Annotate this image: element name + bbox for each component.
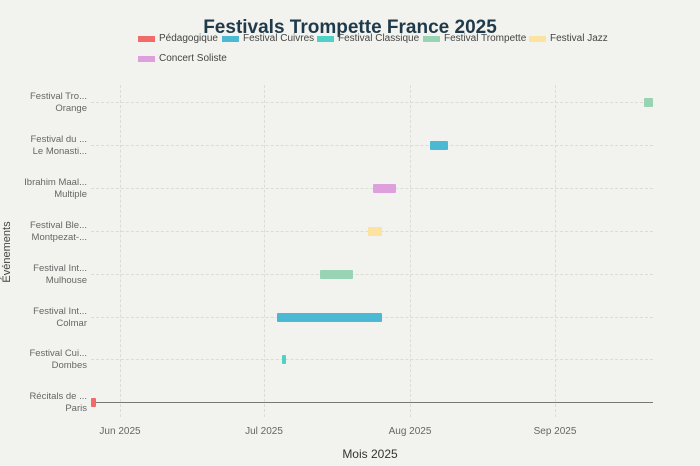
gridline-row [91, 359, 653, 360]
legend-item-pedagogique[interactable]: Pédagogique [138, 33, 218, 44]
x-tick-jul: Jul 2025 [245, 426, 283, 437]
x-tick-jun: Jun 2025 [99, 426, 141, 437]
bar-multiple[interactable] [373, 184, 396, 193]
bar-montpezat[interactable] [368, 227, 382, 236]
bar-orange[interactable] [644, 98, 653, 107]
gridline-jun [120, 85, 121, 417]
y-tick-multiple: Ibrahim Maal... Multiple [24, 177, 87, 200]
bar-paris[interactable] [91, 398, 96, 407]
bar-dombes[interactable] [282, 355, 286, 364]
y-tick-monastir: Festival du ... Le Monasti... [30, 134, 88, 157]
y-tick-mulhouse: Festival Int... Mulhouse [33, 263, 87, 286]
x-axis-line [91, 402, 653, 403]
y-tick-paris: Récitals de ... Paris [29, 391, 87, 414]
bar-mulhouse[interactable] [320, 270, 353, 279]
legend-label: Festival Trompette [444, 33, 527, 44]
legend-item-concert-soliste[interactable]: Concert Soliste [138, 53, 227, 64]
y-tick-dombes: Festival Cui... Dombes [29, 348, 87, 371]
gridline-row [91, 274, 653, 275]
gridline-sep [555, 85, 556, 417]
legend-label: Pédagogique [159, 33, 218, 44]
legend-swatch [317, 35, 334, 42]
legend-label: Festival Jazz [550, 33, 608, 44]
gridline-jul [264, 85, 265, 417]
legend-swatch [138, 55, 155, 62]
y-tick-orange: Festival Tro... Orange [29, 91, 87, 114]
y-axis-label: Événements [1, 221, 13, 283]
y-tick-montpezat: Festival Ble... Montpezat-... [29, 220, 87, 243]
gridline-row [91, 145, 653, 146]
legend-item-festival-jazz[interactable]: Festival Jazz [529, 33, 608, 44]
legend-swatch [138, 35, 155, 42]
y-tick-colmar: Festival Int... Colmar [33, 306, 87, 329]
bar-monastir[interactable] [430, 141, 448, 150]
chart-title: Festivals Trompette France 2025 [203, 17, 497, 38]
x-axis-label: Mois 2025 [342, 447, 398, 461]
legend-swatch [222, 35, 239, 42]
legend-label: Festival Classique [338, 33, 420, 44]
bar-colmar[interactable] [277, 313, 382, 322]
legend-label: Festival Cuivres [243, 33, 315, 44]
gridline-row [91, 102, 653, 103]
legend-label: Concert Soliste [159, 53, 227, 64]
legend-item-festival-classique[interactable]: Festival Classique [317, 33, 419, 44]
x-tick-aug: Aug 2025 [388, 426, 432, 437]
legend-swatch [423, 35, 440, 42]
gridline-row [91, 188, 653, 189]
gridline-aug [410, 85, 411, 417]
legend-item-festival-trompette[interactable]: Festival Trompette [423, 33, 526, 44]
x-tick-sep: Sep 2025 [533, 426, 577, 437]
legend-item-festival-cuivres[interactable]: Festival Cuivres [222, 33, 314, 44]
legend-swatch [529, 35, 546, 42]
